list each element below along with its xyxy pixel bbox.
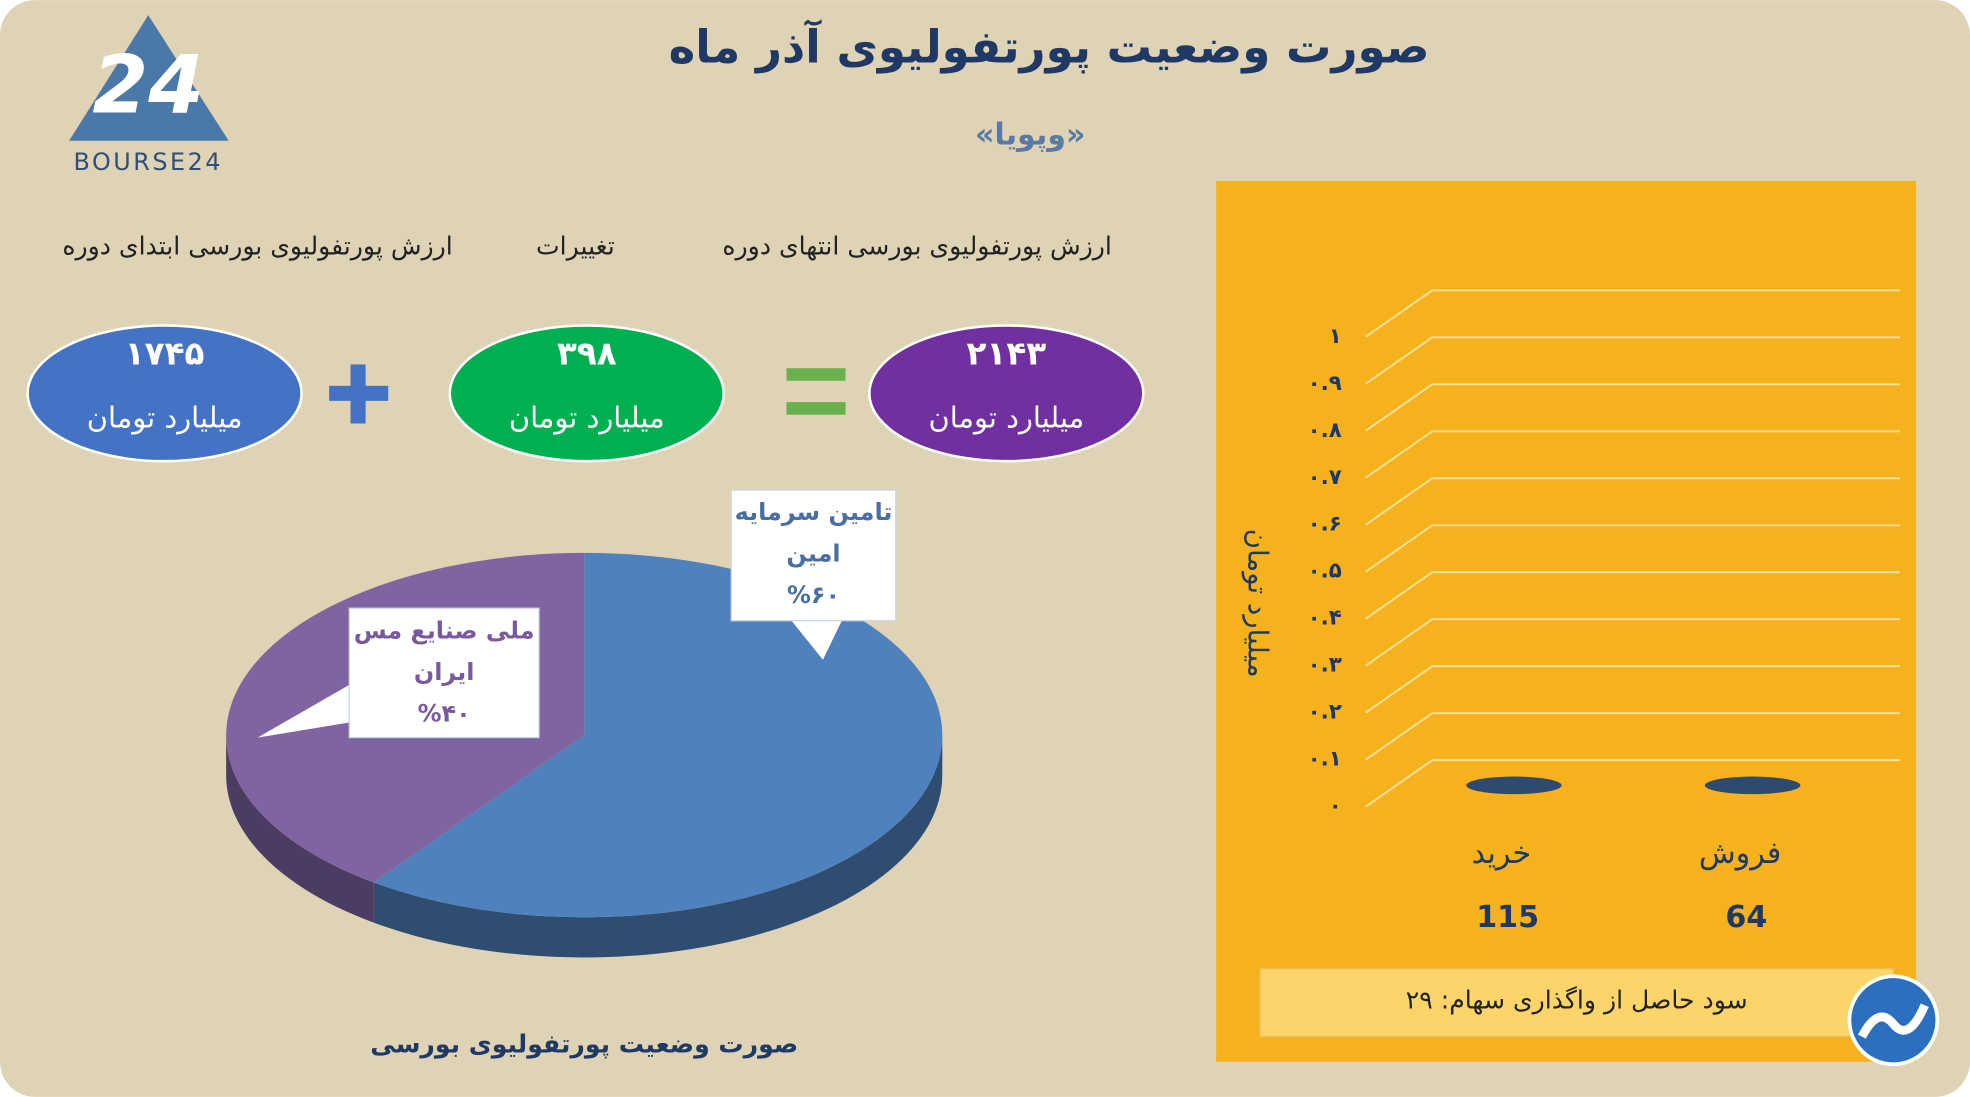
grid-line <box>1365 289 1900 338</box>
slice-value-label: %۴۰ <box>417 699 471 728</box>
pie-slice-side <box>226 735 374 923</box>
bar-top <box>1466 776 1562 795</box>
x-tick-label: خرید <box>1472 836 1531 871</box>
grid-line <box>1365 618 1900 667</box>
grid-line <box>1365 712 1900 761</box>
callout: ملی صنایع مس ایران %۴۰ <box>349 611 539 735</box>
corner-icon <box>1858 1003 1929 1039</box>
y-tick-label: ۰.۳ <box>1308 653 1342 678</box>
pie-slice <box>373 552 943 918</box>
logo-mark: 24 <box>92 38 204 132</box>
x-tick-label: فروش <box>1699 836 1781 871</box>
equation-unit: میلیارد تومان <box>87 401 243 435</box>
amount-label: 115 <box>1476 900 1539 935</box>
equals-sign <box>786 368 846 381</box>
logo-triangle <box>69 15 229 141</box>
caption-box <box>1259 968 1894 1038</box>
grid-line <box>1365 430 1900 479</box>
bar-top <box>1704 776 1801 795</box>
equation-label: ارزش پورتفولیوی بورسی انتهای دوره <box>722 232 1111 262</box>
y-tick-label: ۰.۱ <box>1308 747 1342 772</box>
callout-tail <box>791 620 842 660</box>
value-ellipse <box>868 324 1145 463</box>
value-ellipse <box>448 324 725 463</box>
plus-sign <box>350 364 366 424</box>
grid-line <box>1365 571 1900 620</box>
grid-line <box>1365 524 1900 573</box>
y-tick-label: ۰.۸ <box>1308 418 1342 443</box>
bar-panel <box>1216 181 1916 1062</box>
pie-title: صورت وضعیت پورتفولیوی بورسی <box>370 1029 798 1059</box>
y-tick-label: ۰.۹ <box>1308 371 1342 396</box>
equation-value: ۱۷۴۵ <box>125 335 205 373</box>
logo-name: BOURSE24 <box>74 148 223 176</box>
grid-line <box>1365 477 1900 526</box>
equation-label: ارزش پورتفولیوی بورسی ابتدای دوره <box>62 232 452 262</box>
y-tick-label: ۱ <box>1329 324 1342 349</box>
callout-text: تامین سرمایه امین %۶۰ <box>731 493 896 617</box>
y-tick-label: ۰.۷ <box>1308 465 1342 490</box>
page-subtitle: «وپویا» <box>975 117 1086 152</box>
callout-text: ملی صنایع مس ایران %۴۰ <box>349 611 539 735</box>
equation-value: ۳۹۸ <box>557 335 617 373</box>
y-tick-label: ۰.۲ <box>1308 700 1342 725</box>
callout: تامین سرمایه امین %۶۰ <box>731 493 896 617</box>
amount-label: 64 <box>1725 900 1767 935</box>
caption: سود حاصل از واگذاری سهام: ۲۹ <box>1406 985 1748 1015</box>
callout-box <box>730 489 897 622</box>
y-tick-label: ۰.۶ <box>1308 512 1342 537</box>
y-tick-label: ۰ <box>1329 794 1342 819</box>
equals-sign <box>786 402 846 415</box>
grid-line <box>1365 336 1900 385</box>
y-tick-label: ۰.۴ <box>1308 606 1342 631</box>
slice-label: ملی صنایع مس ایران <box>353 616 535 687</box>
page-title: صورت وضعیت پورتفولیوی آذر ماه <box>669 18 1430 73</box>
equation-unit: میلیارد تومان <box>929 401 1085 435</box>
equation-value: ۲۱۴۳ <box>966 335 1046 373</box>
value-ellipse <box>26 324 303 463</box>
y-tick-label: ۰.۵ <box>1308 559 1342 584</box>
equation-label: تغییرات <box>536 232 615 262</box>
equation-unit: میلیارد تومان <box>509 401 665 435</box>
slice-value-label: %۶۰ <box>786 581 841 610</box>
slice-label: تامین سرمایه امین <box>734 498 893 568</box>
grid-line <box>1365 759 1900 808</box>
y-axis-label: میلیارد تومان <box>1241 529 1274 678</box>
pie-slice-side <box>373 735 943 958</box>
grid-line <box>1365 383 1900 432</box>
grid-line <box>1365 665 1900 714</box>
callout-box <box>348 607 540 739</box>
